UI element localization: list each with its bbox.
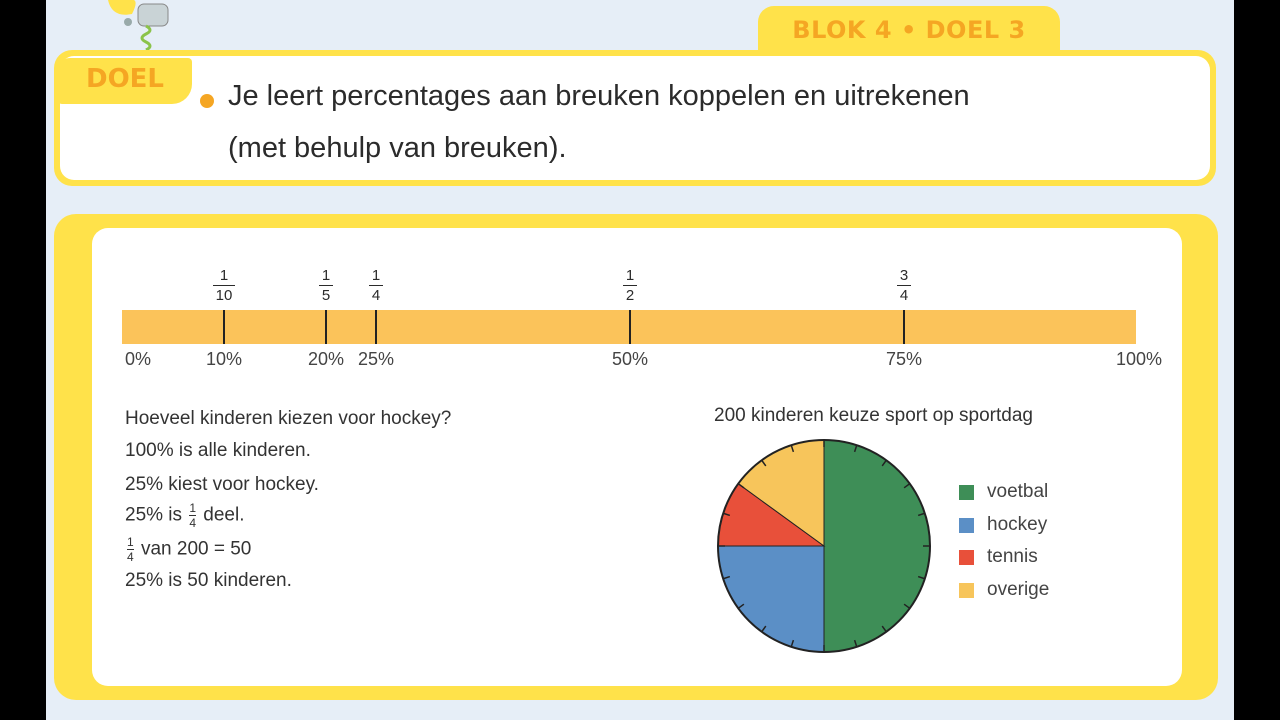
percent-label: 100% <box>1115 349 1163 369</box>
goal-label-text: DOEL <box>85 64 164 94</box>
goal-box <box>60 56 1210 180</box>
bullet-icon <box>200 94 214 108</box>
fraction-numerator: 1 <box>321 267 331 284</box>
tick-50 <box>629 310 631 344</box>
section-tab: BLOK 4 • DOEL 3 <box>758 6 1060 58</box>
legend-swatch <box>959 583 974 598</box>
pie-tick <box>903 603 911 609</box>
fraction-denominator: 4 <box>368 285 384 303</box>
pie-tick <box>917 512 926 517</box>
inline-fraction: 1 4 <box>189 502 196 529</box>
fraction-denominator: 5 <box>318 285 334 303</box>
goal-text-line-2: (met behulp van breuken). <box>228 132 567 164</box>
chart-title: 200 kinderen keuze sport op sportdag <box>714 405 1033 426</box>
legend-swatch <box>959 485 974 500</box>
goal-label: DOEL <box>58 58 192 104</box>
pie-tick <box>903 483 911 489</box>
pie-tick <box>917 575 926 580</box>
explanation-text: deel. <box>203 504 245 526</box>
explanation-text: van 200 = 50 <box>140 538 252 560</box>
explanation-line: 25% is 1 4 deel. <box>125 502 244 529</box>
fraction-label: 1 10 <box>204 268 244 303</box>
fraction-denominator: 4 <box>127 549 134 564</box>
pie-tick <box>761 625 767 633</box>
percent-label: 50% <box>611 349 649 369</box>
pie-tick <box>737 483 745 489</box>
fraction-numerator: 1 <box>189 501 196 515</box>
pie-tick <box>737 603 745 609</box>
fraction-numerator: 1 <box>219 267 229 284</box>
fraction-numerator: 1 <box>371 267 381 284</box>
tick-20 <box>325 310 327 344</box>
fraction-denominator: 10 <box>212 285 236 303</box>
fraction-denominator: 4 <box>896 285 912 303</box>
percent-label: 0% <box>124 349 151 369</box>
goal-text-line-1: Je leert percentages aan breuken koppele… <box>228 80 970 112</box>
textbook-page: BLOK 4 • DOEL 3 DOEL Je leert percentage… <box>46 0 1234 720</box>
explanation-line: 1 4 van 200 = 50 <box>125 536 251 563</box>
explanation-line: 25% kiest voor hockey. <box>125 474 319 495</box>
pie-tick <box>761 459 767 467</box>
pie-tick <box>853 444 858 453</box>
fraction-label: 1 2 <box>610 268 650 303</box>
legend-label: overige <box>987 579 1050 600</box>
percent-label: 25% <box>357 349 395 369</box>
fraction-denominator: 4 <box>189 515 196 530</box>
legend-label: voetbal <box>987 481 1049 502</box>
tick-25 <box>375 310 377 344</box>
inline-fraction: 1 4 <box>127 536 134 563</box>
explanation-text: 25% is <box>125 504 183 526</box>
fraction-numerator: 1 <box>625 267 635 284</box>
pie-tick <box>881 625 887 633</box>
pie-chart <box>717 439 931 653</box>
percent-label: 75% <box>885 349 923 369</box>
example-panel <box>92 228 1182 686</box>
pie-slice-voetbal <box>823 439 931 653</box>
pie-tick <box>722 575 731 580</box>
legend-swatch <box>959 550 974 565</box>
explanation-line: 100% is alle kinderen. <box>125 440 311 461</box>
question-text: Hoeveel kinderen kiezen voor hockey? <box>125 408 452 429</box>
legend-swatch <box>959 518 974 533</box>
pie-tick <box>853 639 858 648</box>
percent-label: 20% <box>307 349 345 369</box>
fraction-numerator: 3 <box>899 267 909 284</box>
legend-label: tennis <box>987 546 1038 567</box>
pie-slice-hockey <box>717 545 825 653</box>
pie-tick <box>790 444 795 453</box>
tick-75 <box>903 310 905 344</box>
fraction-label: 1 5 <box>306 268 346 303</box>
section-tab-label: BLOK 4 • DOEL 3 <box>792 16 1026 44</box>
fraction-numerator: 1 <box>127 535 134 549</box>
legend-label: hockey <box>987 514 1048 535</box>
pie-tick <box>722 512 731 517</box>
fraction-label: 1 4 <box>356 268 396 303</box>
pie-tick <box>790 639 795 648</box>
fraction-denominator: 2 <box>622 285 638 303</box>
fraction-label: 3 4 <box>884 268 924 303</box>
percent-label: 10% <box>205 349 243 369</box>
pie-tick <box>881 459 887 467</box>
explanation-line: 25% is 50 kinderen. <box>125 570 292 591</box>
mascot-illustration <box>108 0 169 52</box>
tick-10 <box>223 310 225 344</box>
